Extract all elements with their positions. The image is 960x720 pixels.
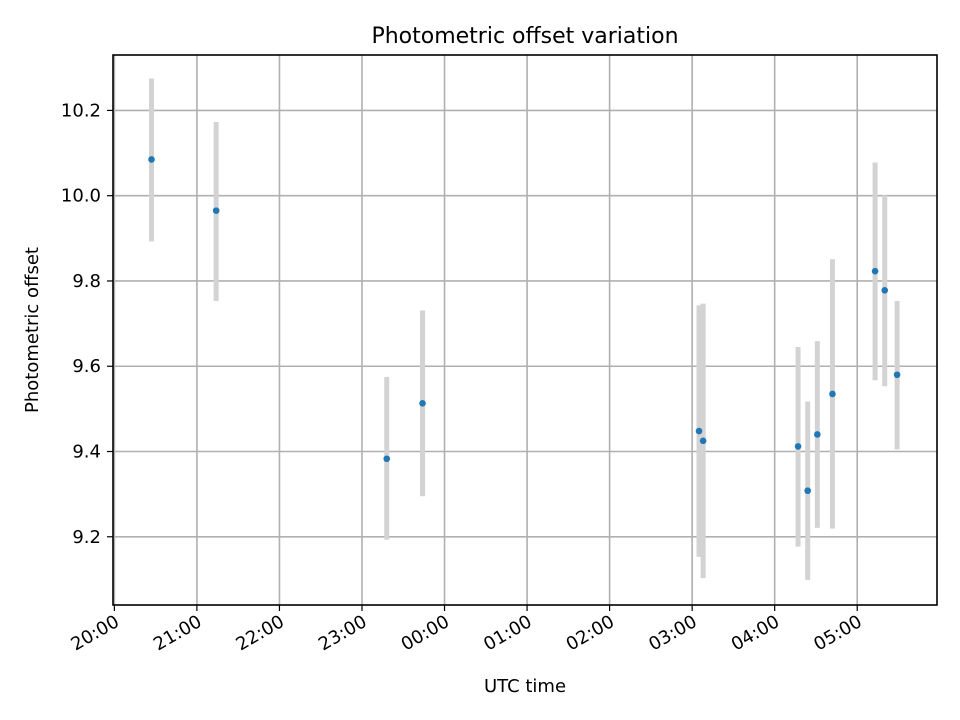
grid-lines	[113, 55, 937, 605]
y-axis-label: Photometric offset	[22, 247, 43, 413]
data-point	[419, 400, 426, 407]
y-tick-label: 10.2	[61, 100, 101, 121]
data-point	[695, 427, 703, 435]
plot-frame	[112, 54, 938, 606]
y-tick-label: 9.8	[72, 271, 101, 292]
x-tick-label: 01:00	[480, 611, 535, 655]
data-point	[893, 371, 901, 379]
data-point	[699, 437, 707, 445]
y-tick-label: 9.4	[72, 442, 101, 463]
data-point	[794, 443, 802, 450]
y-axis-ticks: 9.2 9.4 9.6 9.8 10.0 10.2	[61, 100, 113, 548]
x-tick-label: 00:00	[398, 611, 453, 655]
x-tick-label: 21:00	[150, 611, 205, 655]
x-tick-label: 20:00	[67, 611, 122, 655]
chart-title: Photometric offset variation	[371, 24, 678, 49]
y-tick-label: 10.0	[61, 186, 101, 207]
data-point	[212, 207, 220, 214]
data-point	[804, 487, 811, 495]
error-bars	[149, 78, 900, 580]
data-points	[148, 156, 901, 495]
x-tick-label: 04:00	[728, 611, 783, 655]
x-tick-label: 05:00	[810, 611, 865, 655]
x-tick-label: 02:00	[563, 611, 618, 655]
data-point	[814, 431, 821, 438]
y-tick-label: 9.6	[72, 356, 101, 377]
x-tick-label: 22:00	[233, 611, 288, 655]
data-point	[829, 390, 836, 398]
data-point	[383, 455, 391, 463]
data-point	[881, 287, 889, 294]
x-tick-label: 03:00	[645, 611, 700, 655]
x-tick-label: 23:00	[315, 611, 370, 655]
x-axis-ticks: 20:00 21:00 22:00 23:00 00:00 01:00 02:00 03:00…	[67, 605, 866, 655]
data-point	[871, 267, 879, 275]
x-axis-label: UTC time	[484, 676, 566, 697]
y-tick-label: 9.2	[72, 527, 101, 548]
data-point	[148, 156, 155, 163]
